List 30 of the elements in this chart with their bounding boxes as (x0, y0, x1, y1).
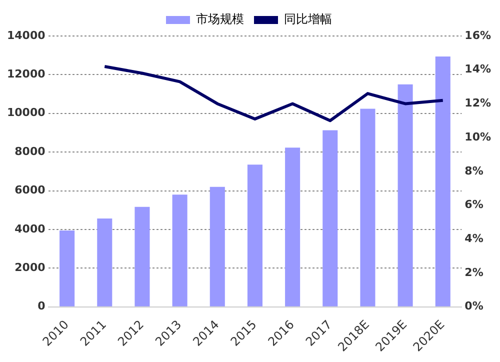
y2-tick-label: 0% (464, 300, 484, 313)
y-tick-label: 12000 (6, 68, 46, 81)
y2-tick-label: 14% (464, 62, 492, 76)
legend-label: 市场规模 (196, 12, 244, 26)
y2-tick-label: 4% (464, 232, 484, 246)
bar (60, 230, 75, 306)
y-tick-label: 8000 (14, 144, 46, 158)
y-tick-label: 14000 (6, 28, 46, 42)
y2-tick-label: 12% (464, 96, 492, 110)
y-tick-label: 6000 (14, 184, 46, 197)
bar (435, 56, 450, 306)
bar (322, 130, 338, 306)
bar (285, 148, 300, 306)
bar (210, 186, 225, 306)
y-tick-label: 4000 (14, 222, 46, 236)
bar (398, 84, 413, 306)
bar (247, 164, 262, 306)
bar (97, 218, 112, 306)
legend-label: 同比增幅 (284, 12, 332, 26)
bar (172, 194, 188, 306)
bar (134, 206, 150, 306)
bar (360, 108, 376, 306)
y2-tick-label: 8% (464, 164, 484, 178)
y2-tick-label: 2% (464, 266, 484, 279)
y-tick-label: 10000 (6, 106, 46, 120)
y2-tick-label: 6% (464, 198, 484, 212)
y2-tick-label: 16% (464, 28, 492, 42)
y-tick-label: 0 (38, 300, 46, 313)
y-tick-label: 2000 (14, 261, 46, 274)
y2-tick-label: 10% (464, 130, 492, 144)
